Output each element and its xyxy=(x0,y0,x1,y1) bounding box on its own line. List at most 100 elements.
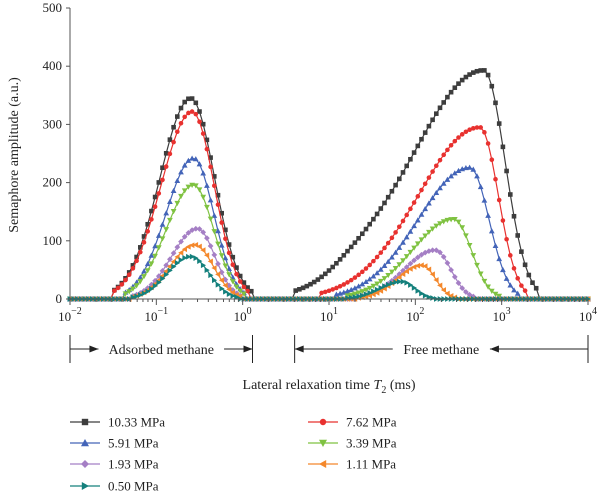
x-tick-label: 100 xyxy=(234,306,252,324)
data-point xyxy=(452,85,458,90)
data-point xyxy=(145,221,150,227)
data-point xyxy=(126,270,132,275)
data-point xyxy=(463,289,469,295)
data-point xyxy=(434,163,439,169)
data-point xyxy=(385,240,391,246)
legend-label: 5.91 MPa xyxy=(108,436,159,451)
data-point xyxy=(196,243,202,250)
data-point xyxy=(474,173,480,179)
data-point xyxy=(451,217,458,223)
data-point xyxy=(167,151,173,157)
data-point xyxy=(204,204,210,210)
data-point xyxy=(163,227,170,233)
data-point xyxy=(323,271,328,277)
data-point xyxy=(370,273,377,279)
data-point xyxy=(404,212,410,218)
data-point xyxy=(130,286,136,292)
data-point xyxy=(422,130,428,135)
annotations: Adsorbed methane Free methane xyxy=(69,335,589,363)
data-point xyxy=(451,273,458,280)
data-point xyxy=(530,280,535,285)
legend-item: 10.33 MPa xyxy=(70,415,165,430)
legend-item: 7.62 MPa xyxy=(308,415,397,430)
data-point xyxy=(444,176,451,182)
data-point xyxy=(470,166,477,172)
data-point xyxy=(385,272,392,279)
legend-label: 1.93 MPa xyxy=(108,457,159,472)
x-tick-label: 101 xyxy=(320,306,338,324)
data-point xyxy=(426,175,432,180)
data-point xyxy=(360,231,365,237)
data-point xyxy=(222,255,229,261)
data-point xyxy=(341,253,347,258)
data-point xyxy=(167,256,173,263)
data-point xyxy=(204,252,210,259)
data-point xyxy=(363,278,369,285)
data-point xyxy=(381,276,388,282)
data-point xyxy=(485,284,491,290)
data-point xyxy=(374,270,380,276)
data-point xyxy=(219,285,225,292)
data-point xyxy=(152,243,158,249)
data-point xyxy=(334,260,339,266)
data-point xyxy=(189,109,195,114)
data-point xyxy=(452,138,458,144)
data-point xyxy=(215,202,221,207)
data-point xyxy=(330,264,335,270)
data-point xyxy=(429,194,436,201)
x-tick-label: 103 xyxy=(493,306,511,324)
data-point xyxy=(444,217,451,224)
data-point xyxy=(448,173,454,179)
data-point xyxy=(507,282,514,288)
data-point xyxy=(485,141,491,146)
legend-marker xyxy=(81,418,89,426)
data-point xyxy=(152,283,158,289)
data-point xyxy=(230,292,236,299)
data-point xyxy=(141,268,147,274)
data-point xyxy=(422,181,428,187)
data-point xyxy=(522,262,528,268)
data-point xyxy=(374,286,380,293)
data-point xyxy=(459,77,465,83)
data-point xyxy=(471,70,476,75)
data-point xyxy=(211,251,218,258)
data-point xyxy=(123,277,128,283)
data-point xyxy=(371,288,377,295)
data-point xyxy=(185,157,192,163)
data-point xyxy=(178,257,184,263)
data-point xyxy=(488,288,495,294)
data-point xyxy=(226,242,232,247)
data-point xyxy=(504,236,509,242)
data-point xyxy=(218,277,224,284)
legend-item: 1.11 MPa xyxy=(308,457,396,472)
data-point xyxy=(411,222,417,229)
data-point xyxy=(334,285,339,291)
data-point xyxy=(374,281,380,287)
data-point xyxy=(418,211,425,217)
data-point xyxy=(222,282,228,289)
data-point xyxy=(204,146,210,152)
data-point xyxy=(444,290,450,297)
data-point xyxy=(181,246,187,253)
data-point xyxy=(459,225,466,231)
data-point xyxy=(126,289,133,295)
data-point xyxy=(378,285,384,291)
data-point xyxy=(403,268,409,275)
data-point xyxy=(178,193,184,200)
data-point xyxy=(215,271,221,278)
data-point xyxy=(477,183,484,190)
legend-label: 7.62 MPa xyxy=(346,415,397,430)
data-point xyxy=(171,139,176,145)
data-point xyxy=(492,242,499,249)
data-point xyxy=(407,249,414,256)
data-point xyxy=(138,292,144,298)
data-point xyxy=(492,291,499,297)
data-point xyxy=(149,217,154,222)
data-point xyxy=(141,234,147,239)
data-point xyxy=(407,228,414,234)
y-tick-label: 200 xyxy=(43,175,63,190)
data-point xyxy=(182,114,187,120)
data-point xyxy=(167,137,173,142)
data-point xyxy=(366,285,373,291)
